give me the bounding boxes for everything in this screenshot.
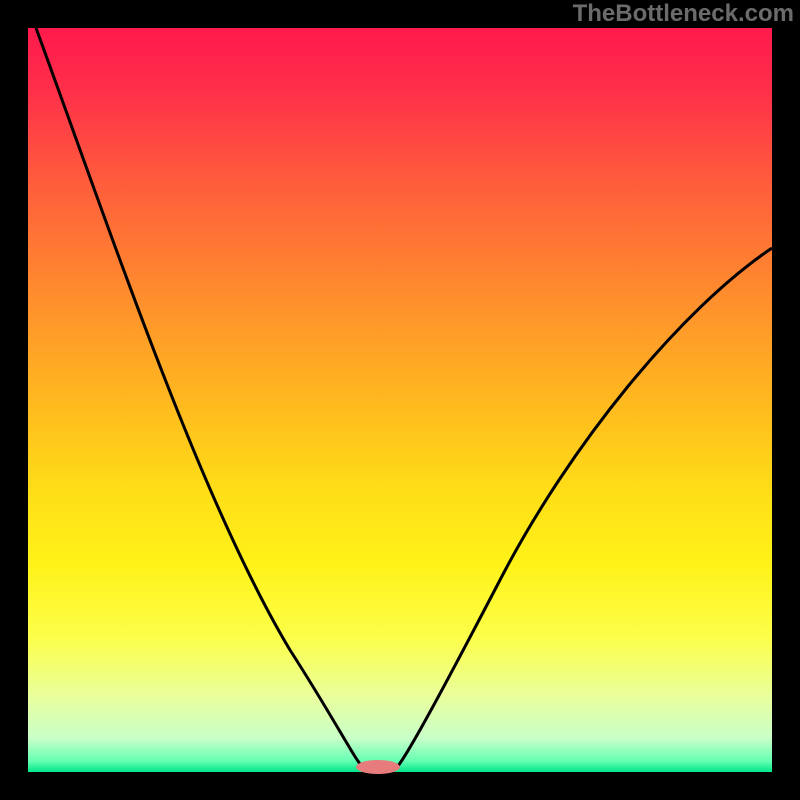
curve-layer xyxy=(0,0,800,800)
bottleneck-curve-right xyxy=(398,248,772,766)
bottleneck-curve-left xyxy=(36,28,362,766)
watermark-text: TheBottleneck.com xyxy=(573,0,794,28)
optimal-marker xyxy=(356,760,400,774)
chart-container: TheBottleneck.com xyxy=(0,0,800,800)
